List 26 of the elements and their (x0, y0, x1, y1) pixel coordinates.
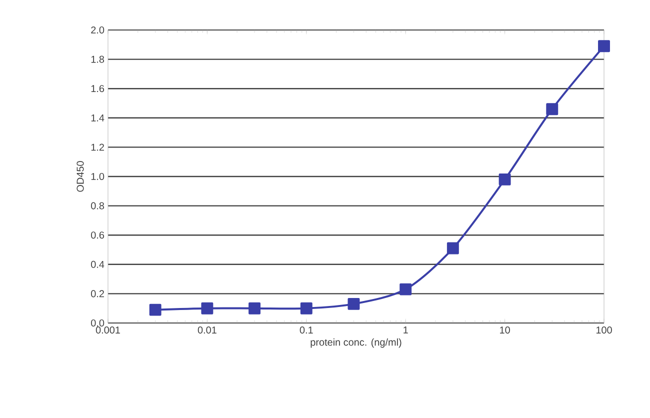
y-tick-label: 0.4 (91, 260, 104, 268)
x-tick-label: 1 (404, 326, 408, 334)
point (300, 302, 312, 314)
y-tick-label: 0.8 (91, 202, 104, 210)
y-tick-label: 0.6 (91, 232, 104, 239)
x-tick-label: 10 (500, 326, 510, 334)
point (149, 304, 162, 316)
y-tick-label: 0.0 (91, 319, 104, 327)
y-tick-label: 1.4 (91, 114, 104, 122)
y-tick-label: 1.6 (91, 85, 104, 92)
x-tick-label: 0.01 (198, 326, 216, 334)
y-tick-label: 2.0 (91, 26, 104, 34)
x-axis-title: protein conc. (ng/ml) (310, 338, 402, 348)
y-tick-label: 1.2 (91, 144, 104, 151)
y-tick-label: 1.8 (91, 56, 104, 63)
y-axis-title: OD450 (76, 161, 84, 192)
x-tick-label: 0.001 (96, 326, 120, 334)
point (400, 283, 412, 296)
x-tick-label: 100 (596, 326, 612, 334)
point (248, 302, 261, 314)
point (498, 173, 511, 186)
y-tick-label: 1.0 (91, 172, 104, 180)
x-tick-label: 0.1 (300, 326, 313, 334)
point (598, 40, 610, 52)
y-tick-label: 0.2 (91, 290, 104, 298)
point (348, 298, 360, 310)
